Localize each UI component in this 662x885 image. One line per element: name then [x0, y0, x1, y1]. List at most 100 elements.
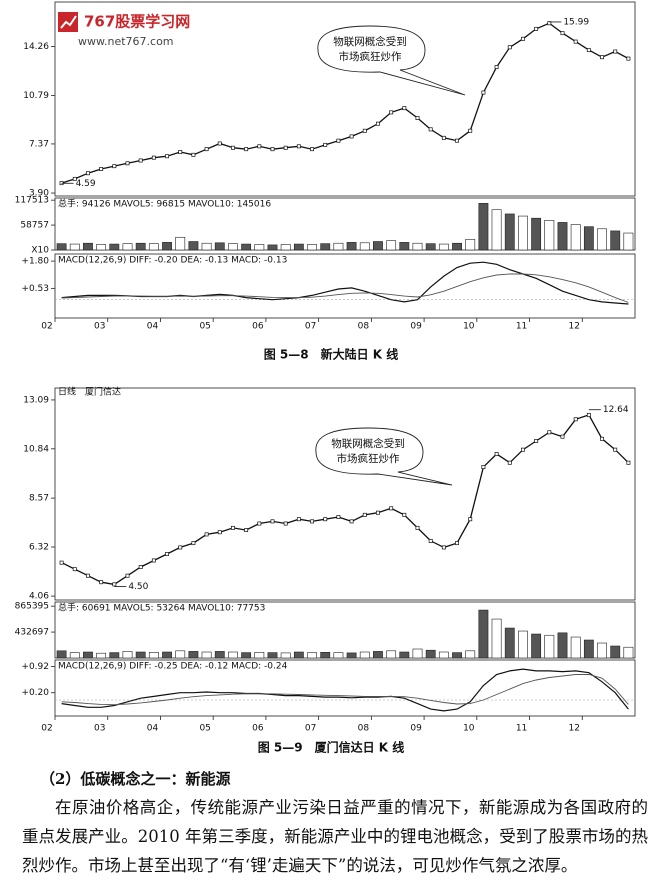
- volume-legend: 总手: 94126 MAVOL5: 96815 MAVOL10: 145016: [58, 198, 271, 210]
- volume-bar: [491, 209, 502, 251]
- volume-bar: [623, 646, 634, 659]
- x-tick-label: 02: [41, 322, 52, 332]
- price-point: [376, 510, 380, 515]
- price-point: [244, 528, 249, 533]
- volume-bar: [465, 239, 476, 251]
- price-point: [349, 519, 354, 524]
- volume-bar: [228, 651, 238, 659]
- x-tick-label: 06: [252, 724, 264, 734]
- price-point: [191, 541, 196, 546]
- x-tick-label: 12: [569, 322, 580, 332]
- volume-bar: [346, 652, 357, 659]
- x-tick-label: 08: [358, 724, 370, 734]
- volume-bar: [320, 243, 331, 251]
- volume-bar: [96, 652, 107, 659]
- panel-frame: [54, 659, 636, 717]
- figures: 767股票学习网 www.net767.com 3.90 7.37 10.79 14.…: [15, 1, 636, 755]
- volume-bar: [518, 630, 528, 659]
- callout-text: 物联网概念受到: [333, 35, 407, 48]
- price-point: [362, 128, 367, 133]
- price-point: [231, 525, 235, 530]
- volume-bar: [544, 220, 555, 251]
- section-paragraph: 在原油价格高企，传统能源产业污染日益严重的情况下，新能源成为各国政府的重点发展产…: [22, 798, 648, 875]
- y-tick-label: 117513: [15, 196, 49, 206]
- volume-bar: [583, 226, 594, 251]
- volume-bar: [531, 217, 542, 251]
- price-point: [560, 31, 565, 36]
- price-line: [61, 414, 629, 586]
- volume-bar: [148, 652, 159, 659]
- price-point: [217, 530, 222, 535]
- volume-bar: [425, 243, 436, 251]
- price-point: [165, 552, 169, 556]
- volume-bar: [267, 652, 278, 659]
- callout: [317, 25, 466, 96]
- x-tick-label: 03: [94, 322, 105, 332]
- volume-bar: [280, 652, 291, 659]
- price-point: [138, 565, 143, 569]
- volume-bar: [333, 242, 344, 251]
- volume-bar: [201, 242, 212, 251]
- price-point: [151, 155, 156, 160]
- price-point: [362, 512, 367, 517]
- price-point: [270, 147, 275, 152]
- price-point: [72, 567, 77, 572]
- price-point: [402, 512, 407, 517]
- price-point: [217, 141, 222, 146]
- price-point: [613, 447, 618, 452]
- volume-bar: [293, 651, 304, 659]
- price-point: [415, 116, 420, 120]
- price-point: [244, 147, 249, 152]
- volume-bar: [56, 243, 67, 251]
- x-tick-label: 12: [569, 724, 580, 734]
- x-tick-label: 09: [410, 322, 422, 332]
- y-tick-label: +1.80: [21, 257, 49, 267]
- y-tick-label: 4.06: [29, 592, 49, 602]
- volume-bar: [359, 651, 370, 659]
- price-point: [613, 49, 618, 54]
- volume-bar: [69, 243, 80, 251]
- price-point: [389, 506, 394, 511]
- price-point: [165, 154, 169, 159]
- volume-bar: [610, 230, 621, 251]
- volume-bar: [307, 244, 317, 251]
- x-tick-label: 07: [305, 322, 316, 332]
- y-tick-label: 10.84: [23, 444, 49, 454]
- price-point: [178, 150, 183, 154]
- y-tick-label: 8.57: [29, 494, 49, 504]
- macd-legend: MACD(12,26,9) DIFF: -0.20 DEA: -0.13 MAC…: [58, 256, 287, 266]
- volume-bar: [491, 618, 502, 659]
- volume-bar: [597, 642, 607, 659]
- volume-bar: [386, 240, 397, 251]
- y-tick-label: +0.92: [21, 662, 49, 672]
- price-point: [547, 430, 552, 435]
- price-point: [99, 580, 104, 585]
- y-tick-label: X10: [31, 246, 49, 256]
- price-point: [323, 142, 328, 147]
- price-point: [257, 144, 262, 149]
- price-point: [310, 519, 314, 524]
- y-tick-label: 432697: [15, 628, 49, 638]
- x-tick-label: 09: [410, 724, 422, 734]
- volume-bar: [452, 652, 462, 659]
- volume-bar: [175, 650, 186, 659]
- price-point: [389, 110, 394, 115]
- volume-bar: [373, 651, 383, 659]
- volume-legend: 总手: 60691 MAVOL5: 53264 MAVOL10: 77753: [58, 602, 265, 614]
- price-point: [428, 538, 433, 543]
- volume-bar: [135, 242, 146, 251]
- panel-frame: [54, 387, 636, 601]
- volume-bar: [175, 236, 186, 251]
- price-point: [441, 135, 446, 140]
- volume-bar: [478, 203, 489, 251]
- volume-bar: [96, 244, 107, 251]
- y-tick-label: 865395: [15, 602, 49, 612]
- volume-bar: [56, 650, 67, 659]
- x-tick-label: 03: [94, 724, 105, 734]
- price-point: [86, 171, 90, 176]
- panel-frame: [54, 197, 636, 251]
- price-line: [61, 22, 629, 184]
- watermark-url: www.net767.com: [78, 35, 174, 48]
- price-point: [626, 56, 631, 61]
